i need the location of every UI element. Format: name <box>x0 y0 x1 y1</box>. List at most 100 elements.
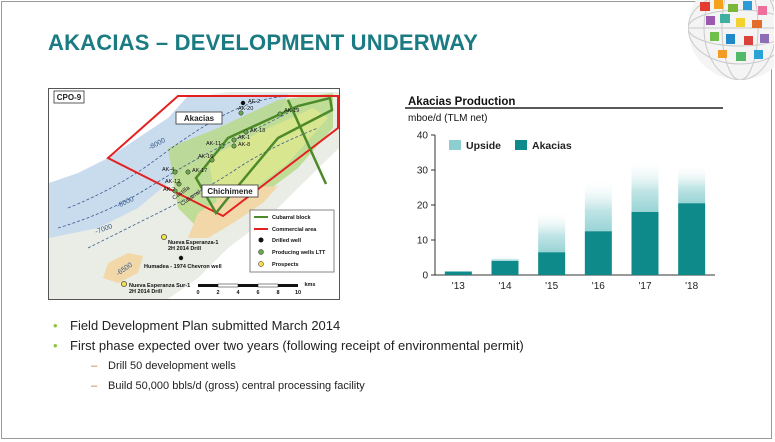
producing-well-marker <box>243 129 249 135</box>
well-label: AK-1 <box>238 135 250 141</box>
bar-akacias <box>538 252 566 275</box>
akacias-area-label: Akacias <box>184 114 215 123</box>
producing-well-marker <box>219 143 225 149</box>
sub-bullet-item: – Drill 50 development wells <box>53 356 713 376</box>
prospect-label: Nueva Esperanza-1 <box>168 240 218 246</box>
chart-ylabel: mboe/d (TLM net) <box>408 113 487 124</box>
x-tick-label: '15 <box>545 281 558 292</box>
x-tick-label: '14 <box>498 281 511 292</box>
bullet-item: • First phase expected over two years (f… <box>53 336 713 356</box>
dash-icon: – <box>91 380 98 392</box>
bar-upside <box>491 257 519 261</box>
legend-drilled-swatch <box>258 237 264 243</box>
chichimene-area-box <box>201 184 259 198</box>
scale-tick: 4 <box>236 290 240 296</box>
scale-tick: 8 <box>276 290 279 296</box>
prospect-label: Nueva Esperanza Sur-1 <box>129 283 190 289</box>
y-tick-label: 0 <box>422 271 428 282</box>
x-tick-label: '16 <box>592 281 605 292</box>
x-tick-label: '18 <box>685 281 698 292</box>
chichimene-area-label: Chichimene <box>207 187 253 196</box>
producing-well-marker <box>185 169 191 175</box>
map-panel: -8000 -7000 -8000 -6500 CPO-9 Akacias Ch… <box>48 88 340 300</box>
legend-item: Drilled well <box>272 238 302 244</box>
producing-well-marker <box>209 157 215 163</box>
well-label: AE-2 <box>248 99 260 105</box>
prospect-marker <box>161 234 167 240</box>
akacias-area-box <box>175 111 223 125</box>
well-label: AK-17 <box>192 168 207 174</box>
chart-legend: Upside Akacias <box>449 140 572 152</box>
terrain-orange-south <box>103 253 143 283</box>
well-label: AK-4 <box>162 167 174 173</box>
block-label: CPO-9 <box>57 93 82 102</box>
scale-tick: 6 <box>256 290 259 296</box>
bar-upside <box>584 178 612 232</box>
producing-well-marker <box>172 188 178 194</box>
legend-upside-label: Upside <box>466 140 501 152</box>
sub-bullet-text: Build 50,000 bbls/d (gross) central proc… <box>108 380 365 392</box>
sub-bullet-text: Drill 50 development wells <box>108 360 236 372</box>
sub-bullet-item: – Build 50,000 bbls/d (gross) central pr… <box>53 376 713 396</box>
legend-item: Cubarral block <box>272 215 311 221</box>
bar-akacias <box>584 231 612 275</box>
well-label: AK-2 <box>163 187 175 193</box>
producing-well-marker <box>172 169 178 175</box>
humadea-label: Humadea - 1974 Chevron well <box>144 264 222 270</box>
terrain-orange <box>188 186 278 238</box>
well-label: AK-20 <box>238 106 253 112</box>
dash-icon: – <box>91 360 98 372</box>
well-label: AK-11 <box>206 141 221 147</box>
scale-tick: 10 <box>295 290 301 296</box>
y-tick-label: 10 <box>417 236 429 247</box>
scale-unit: kms <box>304 282 315 288</box>
producing-well-marker <box>277 111 283 117</box>
legend-akacias-label: Akacias <box>532 140 572 152</box>
producing-well-marker <box>176 181 182 187</box>
producing-well-marker <box>231 143 237 149</box>
prospect-label: 2H 2014 Drill <box>168 246 201 252</box>
x-tick-label: '17 <box>638 281 651 292</box>
scale-tick: 0 <box>196 290 199 296</box>
bullet-text: First phase expected over two years (fol… <box>70 338 524 353</box>
bar-upside <box>631 159 659 212</box>
bullet-text: Field Development Plan submitted March 2… <box>70 318 341 333</box>
block-label-box <box>53 90 85 104</box>
cubarral-block-outline <box>194 96 334 216</box>
page-title: AKACIAS – DEVELOPMENT UNDERWAY <box>48 30 479 55</box>
cubarral-block-edge <box>286 99 328 185</box>
scale-bar <box>198 283 298 288</box>
chart-axis: 0 10 20 30 40 '13 '14 '15 '16 '17 '18 <box>417 131 715 292</box>
legend-item: Prospects <box>272 262 299 268</box>
bullet-icon: • <box>53 338 58 353</box>
chart-title: Akacias Production <box>408 96 515 108</box>
bar-akacias <box>631 212 659 275</box>
map-legend <box>249 209 335 273</box>
legend-item: Commercial area <box>272 227 317 233</box>
bar-akacias <box>491 261 519 275</box>
legend-prospect-swatch <box>258 261 264 267</box>
bar-akacias <box>444 271 472 275</box>
y-tick-label: 20 <box>417 201 429 212</box>
terrain-yellow <box>208 108 328 208</box>
legend-upside-swatch <box>449 140 461 150</box>
legend-producing-swatch <box>258 249 264 255</box>
well-label: AK-16 <box>198 154 213 160</box>
bullet-item: • Field Development Plan submitted March… <box>53 316 713 336</box>
bullet-list: • Field Development Plan submitted March… <box>53 316 713 396</box>
production-chart: Akacias Production mboe/d (TLM net) 0 10 2… <box>405 96 723 292</box>
prospect-label: 2H 2014 Drill <box>129 289 162 295</box>
legend-akacias-swatch <box>515 140 527 150</box>
drilled-well-marker <box>178 255 184 261</box>
well-label: AK-18 <box>250 128 265 134</box>
producing-well-marker <box>231 137 237 143</box>
scale-tick: 2 <box>216 290 219 296</box>
bar-akacias <box>678 203 706 275</box>
prospect-marker <box>121 281 127 287</box>
bar-upside <box>538 210 566 253</box>
well-label: AK-8 <box>238 142 250 148</box>
y-tick-label: 40 <box>417 131 429 142</box>
globe-logo <box>688 0 774 80</box>
commercial-area-outline <box>106 95 339 218</box>
